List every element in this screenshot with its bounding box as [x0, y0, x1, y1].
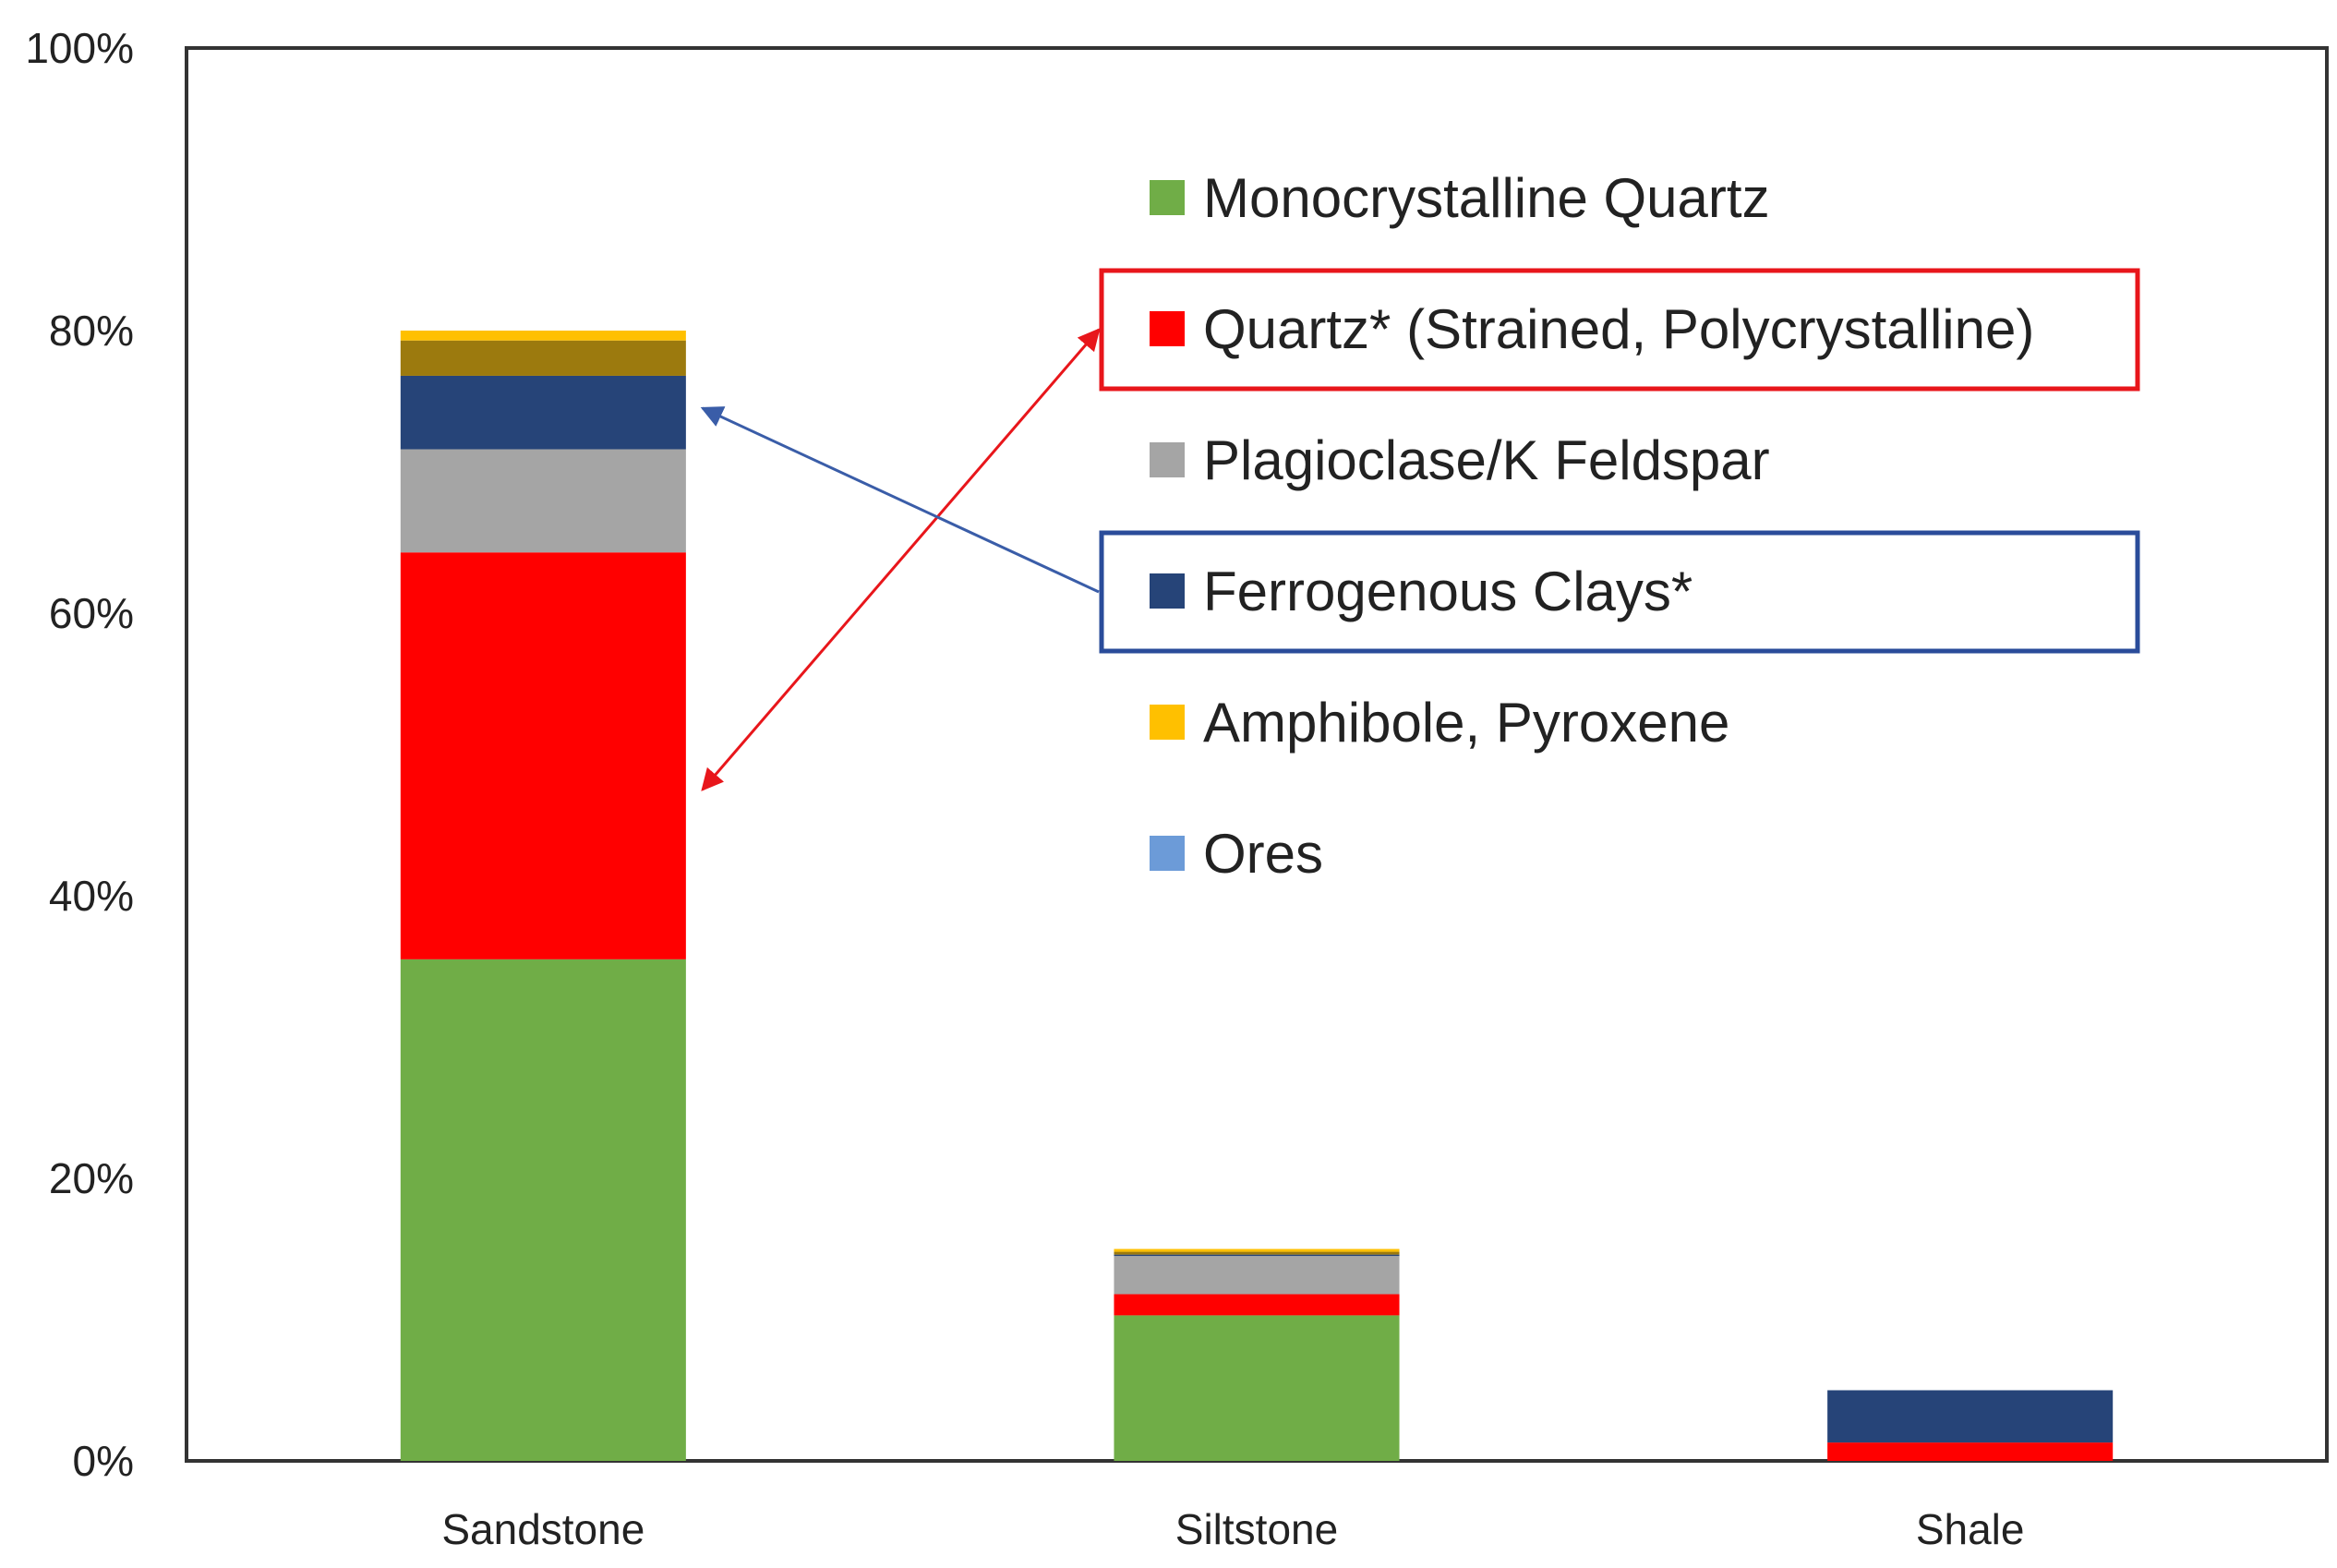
legend-label: Quartz* (Strained, Polycrystalline)	[1203, 298, 2034, 360]
annotation-arrows	[700, 328, 1101, 791]
bar-siltstone-series-5	[1114, 1248, 1400, 1252]
y-tick-label: 20%	[49, 1154, 134, 1202]
legend-highlight-box	[1099, 268, 2140, 392]
bar-siltstone-series-1	[1114, 1294, 1400, 1316]
y-tick-label: 60%	[49, 589, 134, 637]
legend-swatch	[1150, 573, 1185, 609]
x-tick-label: Shale	[1916, 1505, 2025, 1553]
bar-siltstone-series-3	[1114, 1254, 1400, 1257]
bar-siltstone-series-4	[1114, 1251, 1400, 1255]
y-tick-label: 0%	[73, 1437, 134, 1485]
y-axis-ticks: 0% 20% 40% 60% 80% 100%	[25, 24, 134, 1485]
legend-swatch	[1150, 442, 1185, 477]
annotation-arrow	[700, 406, 1100, 594]
bar-shale-series-1	[1827, 1442, 2114, 1461]
legend-label: Amphibole, Pyroxene	[1203, 692, 1729, 754]
annotation-arrow	[701, 328, 1101, 791]
bar-sandstone-series-2	[400, 449, 686, 553]
bar-sandstone-series-5	[400, 331, 686, 341]
x-tick-label: Siltstone	[1175, 1505, 1338, 1553]
legend-label: Ferrogenous Clays*	[1203, 561, 1693, 622]
x-axis-labels: Sandstone Siltstone Shale	[441, 1505, 2024, 1553]
bar-sandstone-series-0	[400, 959, 686, 1461]
y-tick-label: 100%	[25, 24, 134, 72]
bar-sandstone-series-4	[400, 340, 686, 376]
legend-swatch	[1150, 836, 1185, 871]
legend-label: Plagioclase/K Feldspar	[1203, 429, 1770, 491]
y-tick-label: 40%	[49, 872, 134, 920]
legend-highlight-box	[1099, 530, 2140, 654]
bar-sandstone-series-3	[400, 375, 686, 450]
legend-swatch	[1150, 705, 1185, 740]
legend-swatch	[1150, 180, 1185, 215]
y-tick-label: 80%	[49, 307, 134, 355]
legend-swatch	[1150, 311, 1185, 346]
legend-label: Monocrystalline Quartz	[1203, 167, 1770, 229]
bar-shale-series-3	[1827, 1390, 2114, 1443]
legend: Monocrystalline Quartz Quartz* (Strained,…	[1099, 167, 2140, 885]
bar-siltstone-series-0	[1114, 1315, 1400, 1461]
bar-sandstone-series-1	[400, 552, 686, 959]
bar-siltstone-series-2	[1114, 1256, 1400, 1295]
bars-layer	[400, 331, 2114, 1461]
legend-label: Ores	[1203, 823, 1323, 885]
x-tick-label: Sandstone	[441, 1505, 644, 1553]
